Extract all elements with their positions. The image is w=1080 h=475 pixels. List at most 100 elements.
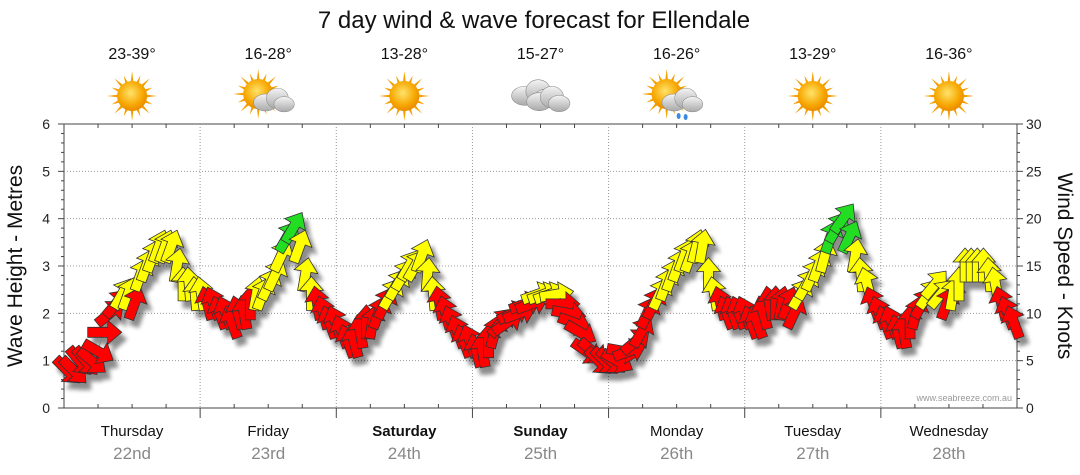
sun-ray <box>140 78 150 88</box>
sun-ray <box>267 76 276 86</box>
sun-disc <box>389 81 420 111</box>
cloud-shape <box>661 87 703 113</box>
left-axis-title: Wave Height - Metres <box>4 165 27 367</box>
day-date: 27th <box>796 444 829 463</box>
day-name: Thursday <box>101 423 164 440</box>
day-date: 22nd <box>113 444 151 463</box>
day-name: Friday <box>247 423 289 440</box>
sun-ray <box>136 75 141 84</box>
cloud-puff <box>682 96 703 113</box>
left-tick-label: 2 <box>42 305 50 321</box>
right-tick-label: 5 <box>1026 353 1034 369</box>
temperature-range: 15-27° <box>517 46 564 63</box>
sun-ray <box>237 98 246 103</box>
sun-ray <box>961 100 970 105</box>
credit-text: www.seabreeze.com.au <box>915 393 1012 403</box>
temperature-range: 16-26° <box>653 46 700 63</box>
sun-ray <box>413 78 423 88</box>
sun-ray <box>641 92 653 96</box>
sun-ray <box>256 107 260 119</box>
temperature-range: 16-36° <box>925 46 972 63</box>
sun-ray <box>665 69 669 81</box>
right-tick-label: 10 <box>1026 305 1042 321</box>
sun-ray <box>111 87 120 92</box>
sun-ray <box>418 94 430 98</box>
sun-ray <box>408 108 413 117</box>
grid <box>64 124 1017 418</box>
sun-ray <box>237 85 246 90</box>
sun-ray <box>386 78 396 88</box>
sun-disc <box>797 81 828 111</box>
sun-ray <box>795 104 804 114</box>
sun-ray <box>928 87 937 92</box>
sun-rays <box>107 71 158 121</box>
sun-ray <box>416 87 425 92</box>
sun-ray <box>665 107 669 119</box>
cloud-icon <box>511 79 571 112</box>
left-tick-label: 4 <box>42 211 50 227</box>
sun-ray <box>804 75 809 84</box>
sun-icon <box>107 71 158 121</box>
sun-disc <box>933 81 964 111</box>
sun-ray <box>262 73 267 82</box>
sun-cloud-rain-icon <box>641 69 703 120</box>
sun-ray <box>402 109 406 121</box>
left-axis: 0 1 2 3 4 5 6 <box>42 116 64 416</box>
sun-ray <box>670 73 676 82</box>
sun-ray <box>947 109 951 121</box>
cloud-puff <box>548 95 571 112</box>
wind-arrows <box>51 203 1025 384</box>
sun-rays <box>787 71 838 121</box>
sun-cloud-icon <box>233 69 295 119</box>
right-axis-title: Wind Speed - Knots <box>1053 173 1076 360</box>
sun-ray <box>821 104 831 114</box>
left-tick-label: 1 <box>42 353 50 369</box>
temperature-range: 13-29° <box>789 46 836 63</box>
sun-ray <box>826 94 838 98</box>
day-headers: 23-39° 16-28° 13-28° 15-27° 16-26° 13-29° 16-3… <box>107 46 974 121</box>
sun-ray <box>648 76 658 86</box>
sun-ray <box>240 76 250 86</box>
sun-ray <box>931 78 941 88</box>
sun-ray <box>114 78 124 88</box>
sun-ray <box>123 75 129 84</box>
sun-ray <box>249 73 255 82</box>
wind-arrow <box>160 229 185 265</box>
wind-arrow <box>123 286 148 322</box>
sun-ray <box>940 75 945 84</box>
sun-ray <box>962 94 974 98</box>
sun-ray <box>395 75 401 84</box>
sun-ray <box>111 100 120 105</box>
sun-disc <box>117 81 148 111</box>
right-tick-label: 20 <box>1026 211 1042 227</box>
sun-ray <box>675 76 685 86</box>
right-tick-label: 15 <box>1026 258 1042 274</box>
right-tick-label: 0 <box>1026 400 1034 416</box>
sun-ray <box>402 71 406 83</box>
right-tick-label: 25 <box>1026 163 1042 179</box>
right-axis: 0 5 10 15 20 25 30 <box>1017 116 1042 416</box>
rain-drop <box>676 113 681 119</box>
sun-ray <box>416 100 425 105</box>
sun-ray <box>395 108 401 117</box>
wind-arrow <box>80 338 114 365</box>
day-date: 28th <box>932 444 965 463</box>
sun-ray <box>413 104 423 114</box>
day-name: Tuesday <box>784 423 841 440</box>
cloud-puff <box>273 96 295 113</box>
wind-arrow <box>837 220 863 255</box>
day-date: 25th <box>524 444 557 463</box>
sun-ray <box>816 75 822 84</box>
sun-icon <box>379 71 430 121</box>
sun-ray <box>240 102 250 112</box>
sun-ray <box>792 100 801 105</box>
wind-arrow <box>829 203 856 236</box>
left-tick-label: 3 <box>42 258 50 274</box>
day-date: 24th <box>388 444 421 463</box>
wind-arrow <box>1000 305 1025 341</box>
sun-ray <box>144 100 153 105</box>
sun-ray <box>952 108 958 117</box>
sun-ray <box>947 71 951 83</box>
sun-ray <box>961 87 970 92</box>
